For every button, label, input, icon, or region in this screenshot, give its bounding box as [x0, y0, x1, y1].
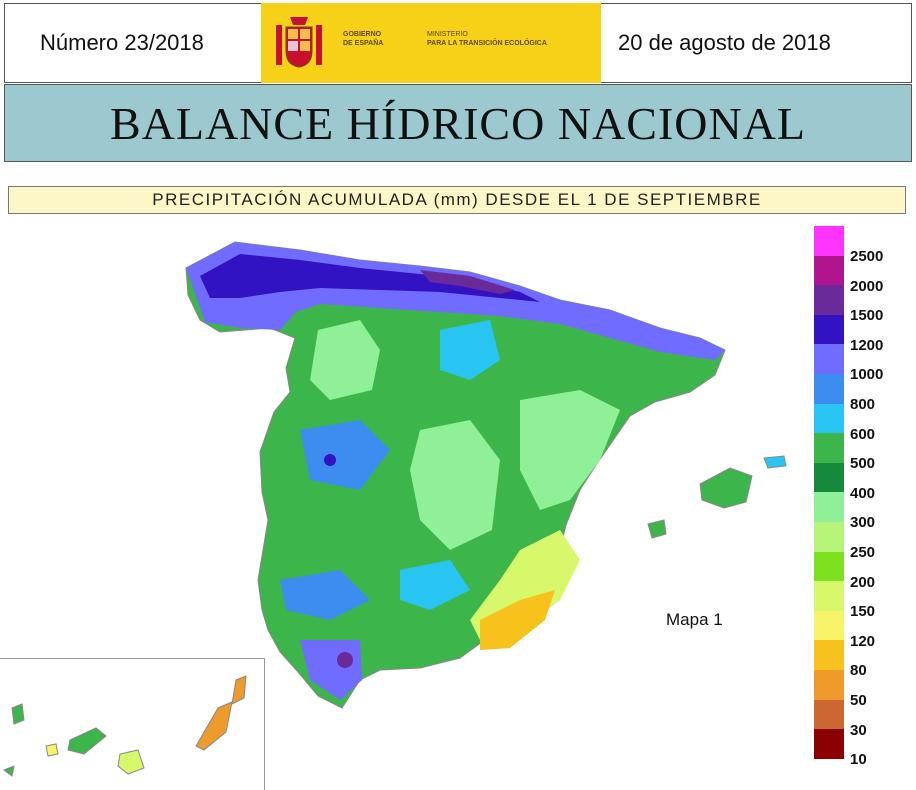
tenerife-shape: [67, 727, 107, 755]
legend-item: 120: [814, 610, 914, 650]
legend-item: 1200: [814, 314, 914, 354]
legend-item: 1500: [814, 285, 914, 324]
el-hierro-shape: [2, 765, 15, 777]
legend-item: 2000: [814, 255, 914, 295]
legend-label: 250: [850, 544, 876, 561]
legend-item: 500: [814, 433, 914, 472]
legend-swatch: [814, 374, 844, 404]
southeast-drier: [480, 590, 555, 650]
legend-item: 800: [814, 374, 914, 413]
legend-swatch: [814, 255, 844, 286]
legend-swatch: [814, 551, 844, 582]
legend-label: 120: [850, 632, 876, 650]
legend-label: 50: [850, 692, 867, 709]
mallorca-shape: [699, 467, 753, 509]
logo-gov-line2: DE ESPAÑA: [343, 40, 384, 47]
legend-swatch: [814, 433, 844, 464]
government-logo: GOBIERNO DE ESPAÑA MINISTERIO PARA LA TR…: [261, 3, 601, 83]
fuerteventura-shape: [195, 701, 233, 751]
map-subtitle: PRECIPITACIÓN ACUMULADA (mm) DESDE EL 1 …: [152, 190, 762, 209]
legend-item: 400: [814, 462, 914, 502]
legend-swatch: [814, 581, 844, 612]
wet-patch-4: [440, 320, 500, 380]
legend-item: 30: [814, 699, 914, 739]
la-palma-shape: [11, 703, 25, 725]
wet-patch-2: [280, 570, 370, 620]
legend-label: 1000: [850, 366, 884, 384]
legend-swatch: [814, 522, 844, 552]
legend-swatch: [814, 670, 844, 700]
subtitle-bar: PRECIPITACIÓN ACUMULADA (mm) DESDE EL 1 …: [8, 186, 906, 214]
wet-patch-1: [300, 420, 390, 490]
canary-islands-inset: [0, 658, 265, 790]
central-dry-2: [410, 420, 500, 550]
north-very-wet: [200, 254, 540, 302]
legend-label: 30: [850, 721, 867, 739]
legend-label: 300: [850, 514, 876, 532]
legend-swatch: [814, 344, 844, 375]
legend-swatch: [814, 314, 844, 345]
legend-label: 10: [850, 751, 867, 769]
gran-canaria-shape: [117, 749, 145, 775]
legend-label: 80: [850, 662, 867, 680]
legend-swatch: [814, 403, 844, 434]
issue-number: Número 23/2018: [40, 30, 204, 55]
legend-item: 50: [814, 670, 914, 709]
legend-label: 2000: [850, 277, 884, 295]
legend-swatch: [814, 699, 844, 730]
legend-item: 2500: [814, 226, 914, 265]
ibiza-shape: [647, 519, 667, 539]
legend-swatch: [814, 492, 844, 523]
publication-date: 20 de agosto de 2018: [618, 30, 831, 55]
legend-label: 600: [850, 425, 876, 443]
map-label: Mapa 1: [666, 610, 723, 629]
legend-item: 300: [814, 492, 914, 531]
legend-swatch: [814, 226, 844, 256]
menorca-shape: [763, 455, 787, 469]
la-gomera-shape: [45, 743, 59, 757]
legend-label: 400: [850, 484, 876, 502]
logo-ministry-line2: PARA LA TRANSICIÓN ECOLÓGICA: [427, 40, 547, 47]
legend-item: 10: [814, 729, 914, 768]
legend-item: 80: [814, 640, 914, 679]
page-title: BALANCE HÍDRICO NACIONAL: [109, 97, 807, 149]
legend-label: 1200: [850, 336, 884, 354]
title-bar: BALANCE HÍDRICO NACIONAL: [4, 84, 912, 162]
legend-item: 1000: [814, 344, 914, 383]
legend-item: 150: [814, 581, 914, 620]
legend-swatch: [814, 285, 844, 316]
legend-label: 150: [850, 603, 876, 621]
lanzarote-shape: [231, 675, 247, 705]
central-dry-1: [310, 320, 380, 400]
precipitation-map: [2, 241, 787, 777]
east-dry: [520, 390, 620, 510]
logo-gov-line1: GOBIERNO: [343, 31, 382, 38]
legend-label: 800: [850, 396, 876, 413]
legend-label: 500: [850, 455, 876, 473]
legend-item: 200: [814, 551, 914, 591]
legend-swatch: [814, 610, 844, 641]
legend-swatch: [814, 640, 844, 671]
legend-item: 250: [814, 522, 914, 561]
wet-spot-1: [337, 652, 353, 668]
legend-item: 600: [814, 403, 914, 443]
legend-label: 200: [850, 573, 876, 591]
wet-patch-3: [400, 560, 470, 610]
legend-label: 2500: [850, 248, 884, 265]
color-legend: 2500 2000 1500 1200 1000 800 600 500 400 300 250 20…: [814, 226, 914, 768]
logo-ministry-line1: MINISTERIO: [427, 31, 468, 38]
coat-of-arms-icon: [276, 17, 322, 68]
legend-swatch: [814, 729, 844, 760]
wet-spot-2: [324, 454, 336, 466]
legend-swatch: [814, 462, 844, 493]
legend-label: 1500: [850, 307, 884, 325]
north-extreme: [420, 270, 515, 294]
